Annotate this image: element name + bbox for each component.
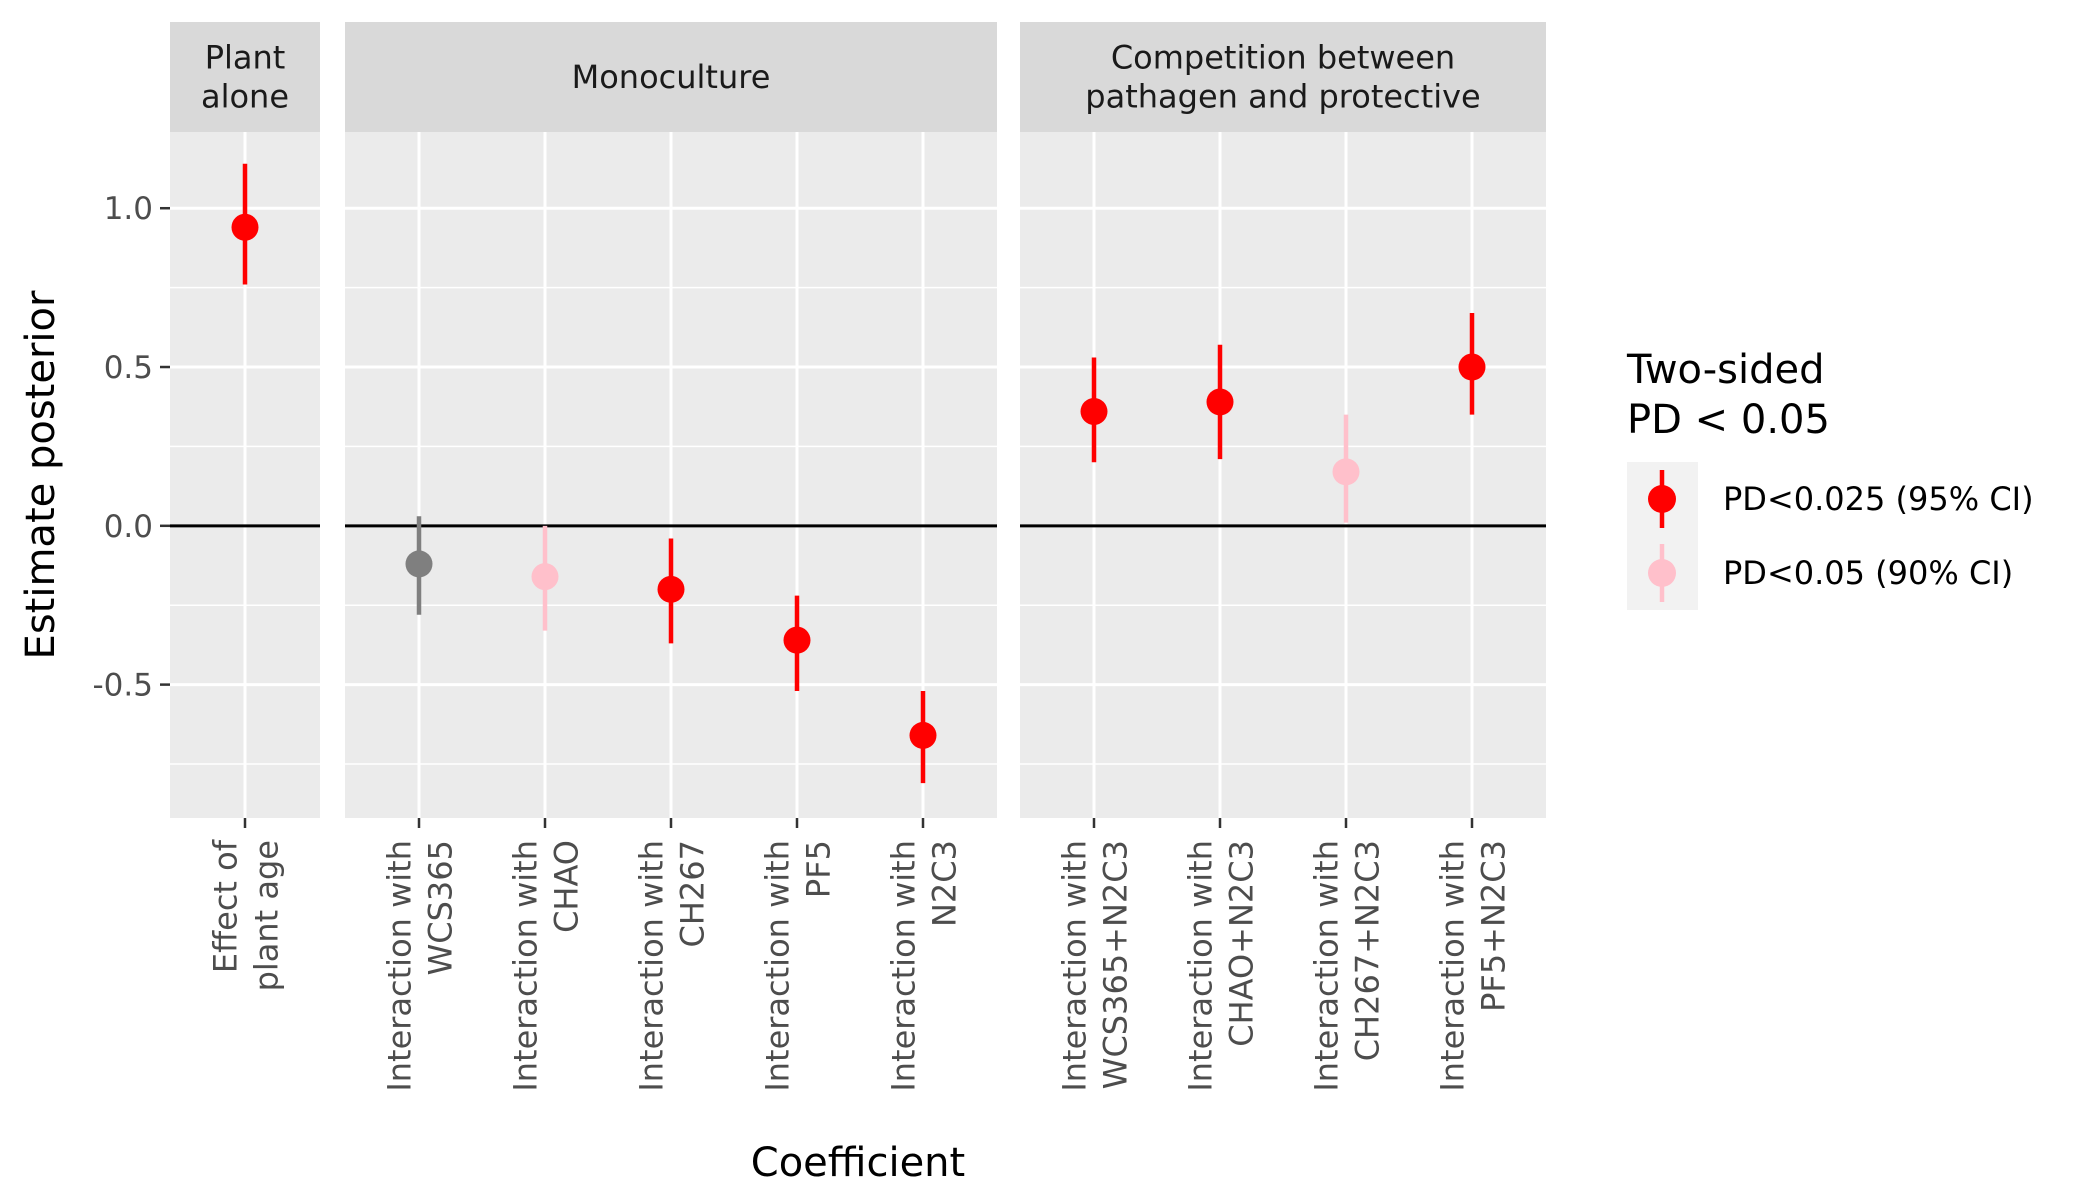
panel-background — [1020, 132, 1546, 818]
y-tick-label: 0.5 — [104, 350, 153, 386]
estimate-point — [1458, 353, 1486, 381]
estimate-point — [405, 550, 433, 578]
x-tick-label: Interaction with — [381, 840, 419, 1092]
x-tick-label: PF5+N2C3 — [1475, 840, 1513, 1012]
x-tick-label: Interaction with — [1182, 840, 1220, 1092]
x-tick-label: CHAO — [548, 840, 586, 933]
x-tick-label: Interaction with — [507, 840, 545, 1092]
y-axis-title: Estimate posterior — [18, 290, 64, 659]
x-tick-label: WCS365 — [422, 840, 460, 975]
legend-title: Two-sided — [1626, 347, 1825, 393]
legend-key-point — [1648, 559, 1676, 587]
strip-label: Plant — [205, 39, 286, 77]
legend-label: PD<0.025 (95% CI) — [1723, 480, 2034, 518]
x-tick-label: Interaction with — [759, 840, 797, 1092]
x-tick-label: Interaction with — [1308, 840, 1346, 1092]
x-tick-label: CHAO+N2C3 — [1223, 840, 1261, 1047]
x-tick-label: Interaction with — [1056, 840, 1094, 1092]
x-tick-label: Effect of — [207, 839, 245, 973]
x-tick-label: N2C3 — [926, 840, 964, 927]
strip-label: Competition between — [1111, 39, 1455, 77]
x-tick-label: plant age — [248, 840, 286, 991]
estimate-point — [531, 563, 559, 591]
x-tick-label: PF5 — [800, 840, 838, 898]
estimate-point — [909, 721, 937, 749]
estimate-point — [657, 575, 685, 603]
legend-title: PD < 0.05 — [1627, 397, 1830, 443]
strip-label: alone — [201, 78, 289, 116]
x-tick-label: CH267 — [674, 840, 712, 947]
estimate-point — [1332, 458, 1360, 486]
x-axis-title: Coefficient — [751, 1140, 965, 1186]
x-tick-label: WCS365+N2C3 — [1097, 840, 1135, 1089]
strip-label: Monoculture — [572, 58, 771, 96]
x-tick-label: Interaction with — [1434, 840, 1472, 1092]
estimate-point — [231, 213, 259, 241]
estimate-point — [1206, 388, 1234, 416]
strip-background — [1020, 22, 1546, 132]
y-tick-label: 1.0 — [104, 191, 153, 227]
x-tick-label: Interaction with — [633, 840, 671, 1092]
strip-background — [170, 22, 320, 132]
strip-label: pathagen and protective — [1085, 78, 1480, 116]
x-tick-label: Interaction with — [885, 840, 923, 1092]
legend-key-point — [1648, 485, 1676, 513]
legend-label: PD<0.05 (90% CI) — [1723, 554, 2013, 592]
y-tick-label: 0.0 — [104, 509, 153, 545]
x-tick-label: CH267+N2C3 — [1349, 840, 1387, 1061]
estimate-point — [783, 626, 811, 654]
y-tick-label: -0.5 — [93, 668, 154, 704]
strip-background — [345, 22, 997, 132]
estimate-point — [1080, 397, 1108, 425]
